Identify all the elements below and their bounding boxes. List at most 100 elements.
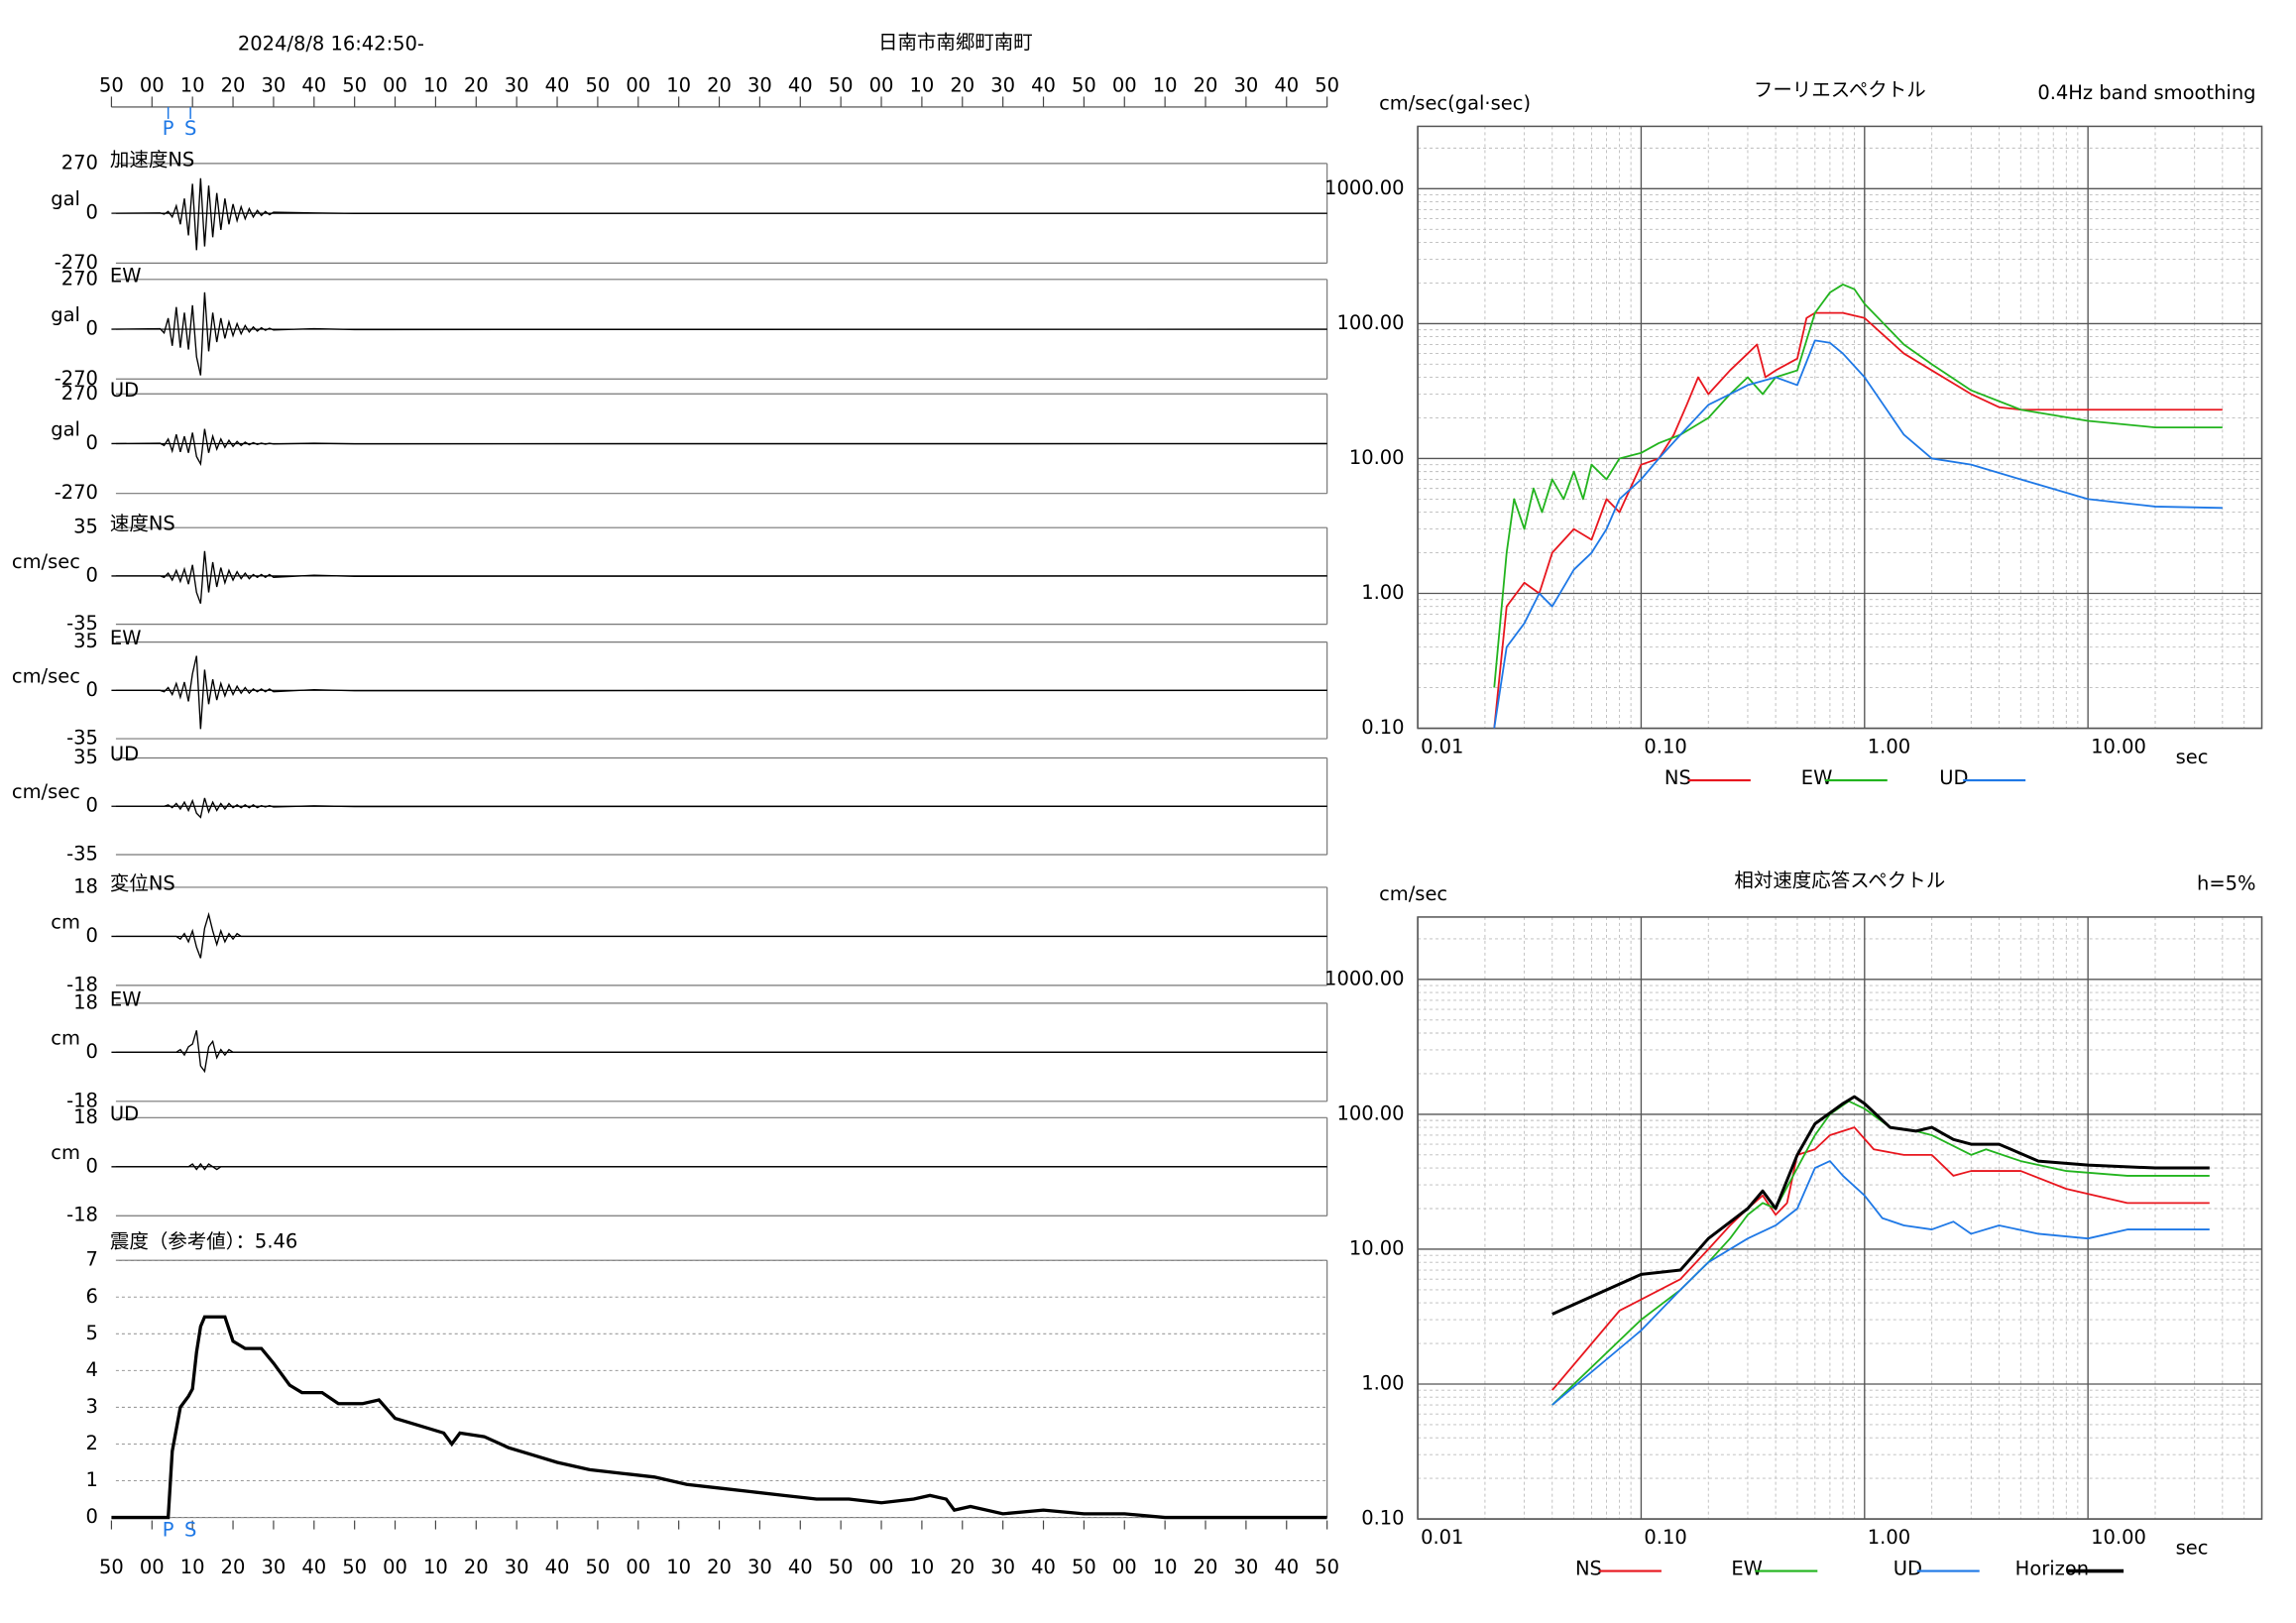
time-tick-label: 40 [1031,1556,1056,1578]
panel-title: 速度NS [110,513,175,535]
x-tick-label: 10.00 [2091,736,2146,758]
y-tick-label: 100.00 [1336,311,1404,334]
y-tick-label: 35 [73,516,98,538]
y-tick-label: 0 [86,317,98,340]
time-tick-label: 40 [301,1556,326,1578]
time-tick-label: 50 [1315,73,1339,96]
y-tick-label: 0 [86,563,98,586]
y-tick-label: -18 [66,973,98,995]
x-tick-label: 0.01 [1421,1526,1463,1549]
panel-title: 震度（参考値）：5.46 [110,1230,297,1253]
y-tick-label: 35 [73,746,98,768]
time-tick-label: 50 [342,1556,367,1578]
time-tick-label: 50 [829,1556,854,1578]
unit-label: cm [51,1141,80,1164]
y-tick-label: 0 [86,1154,98,1177]
time-tick-label: 40 [1031,73,1056,96]
time-tick-label: 10 [180,1556,205,1578]
y-tick-label: -18 [66,1089,98,1111]
time-tick-label: 00 [869,73,894,96]
time-tick-label: 30 [990,1556,1015,1578]
time-tick-label: 20 [221,73,246,96]
waveform [111,655,1327,730]
unit-label: cm/sec [12,664,80,687]
y-tick-label: -270 [55,367,98,390]
time-tick-label: 30 [505,1556,529,1578]
y-tick-label: 1.00 [1361,581,1404,604]
spectrum-line [1551,1126,2210,1391]
time-tick-label: 50 [586,73,611,96]
y-tick-label: 0.10 [1361,1507,1404,1530]
y-tick-label: 0 [86,1505,98,1528]
x-tick-label: 10.00 [2091,1526,2146,1549]
time-tick-label: 30 [747,1556,772,1578]
time-tick-label: 50 [342,73,367,96]
y-tick-label: -35 [66,612,98,635]
x-tick-label: 1.00 [1868,736,1910,758]
y-tick-label: 0 [86,794,98,817]
y-tick-label: 18 [73,1105,98,1128]
time-tick-label: 40 [788,1556,813,1578]
time-tick-label: 10 [666,1556,691,1578]
time-tick-label: 10 [910,73,935,96]
time-tick-label: 10 [1153,73,1178,96]
y-tick-label: 18 [73,990,98,1013]
x-tick-label: 0.10 [1644,736,1686,758]
y-tick-label: 10.00 [1349,1236,1405,1259]
time-tick-label: 30 [262,1556,287,1578]
chart-subtitle: h=5% [2197,871,2256,894]
time-tick-label: 40 [1274,1556,1299,1578]
y-axis-label: cm/sec(gal·sec) [1379,91,1531,114]
time-tick-label: 00 [383,73,407,96]
time-tick-label: 00 [383,1556,407,1578]
x-axis-label: sec [2176,746,2209,768]
time-tick-label: 50 [99,73,124,96]
time-tick-label: 20 [1194,73,1218,96]
legend-label: Horizon [2015,1558,2089,1580]
x-tick-label: 0.10 [1644,1526,1686,1549]
y-tick-label: -35 [66,727,98,750]
y-tick-label: 0 [86,924,98,947]
time-tick-label: 20 [707,73,732,96]
y-tick-label: -35 [66,842,98,865]
x-tick-label: 1.00 [1868,1526,1910,1549]
waveform [111,291,1327,376]
time-tick-label: 50 [1315,1556,1339,1578]
unit-label: cm [51,910,80,933]
time-tick-label: 00 [140,1556,165,1578]
y-tick-label: 270 [61,382,98,405]
waveform [111,911,1327,959]
time-tick-label: 00 [140,73,165,96]
waveform [111,797,1327,819]
panel-title: EW [110,627,142,649]
y-tick-label: 1000.00 [1324,176,1405,199]
phase-label: S [184,117,196,140]
x-axis-label: sec [2176,1537,2209,1560]
y-tick-label: 0 [86,678,98,701]
intensity-line [111,1315,1327,1520]
time-tick-label: 10 [1153,1556,1178,1578]
panel-title: 加速度NS [110,148,194,171]
y-tick-label: 3 [86,1395,98,1418]
time-tick-label: 50 [586,1556,611,1578]
panel-title: EW [110,987,142,1010]
time-tick-label: 00 [1112,73,1137,96]
y-tick-label: 7 [86,1248,98,1271]
y-tick-label: 0 [86,1040,98,1063]
legend-label: NS [1575,1558,1602,1580]
spectrum-line [1551,1160,2210,1406]
y-tick-label: 4 [86,1358,98,1381]
time-tick-label: 10 [666,73,691,96]
spectrum-line [1493,311,2223,729]
time-tick-label: 20 [464,73,489,96]
x-tick-label: 0.01 [1421,736,1463,758]
spectrum-line [1493,284,2223,688]
unit-label: cm/sec [12,780,80,803]
time-tick-label: 20 [950,73,975,96]
waveform [111,550,1327,604]
chart-title: フーリエスペクトル [1754,78,1926,101]
time-tick-label: 30 [505,73,529,96]
time-tick-label: 20 [707,1556,732,1578]
time-tick-label: 10 [423,73,448,96]
y-tick-label: 0 [86,431,98,454]
